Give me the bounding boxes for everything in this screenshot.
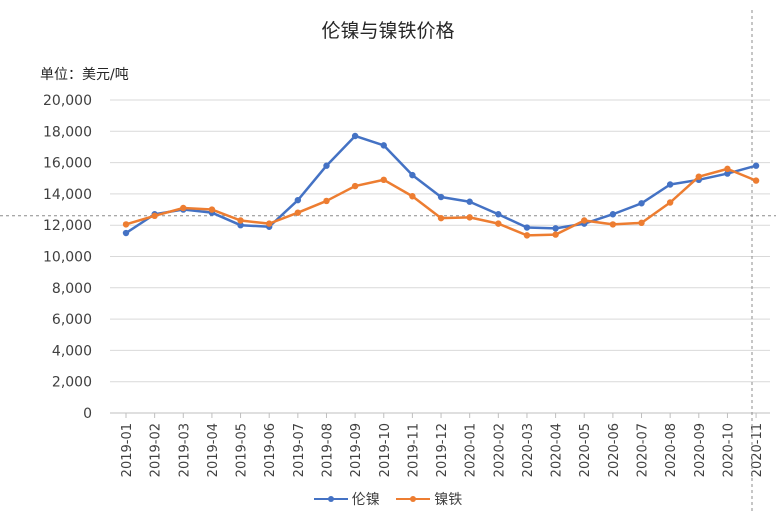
series-point-1 bbox=[638, 219, 645, 227]
x-tick-label: 2020-03 bbox=[521, 423, 536, 477]
series-point-0 bbox=[666, 181, 674, 188]
series-point-0 bbox=[437, 193, 445, 201]
series-point-1 bbox=[409, 193, 416, 200]
x-tick-label: 2020-08 bbox=[664, 423, 679, 477]
series-point-1 bbox=[151, 212, 158, 220]
x-tick-label: 2020-05 bbox=[578, 423, 593, 477]
y-tick-label: 8,000 bbox=[52, 281, 92, 297]
x-tick-label: 2020-09 bbox=[693, 423, 708, 477]
series-point-1 bbox=[180, 204, 187, 212]
x-tick-label: 2020-11 bbox=[750, 423, 765, 477]
series-point-1 bbox=[724, 165, 731, 173]
series-point-1 bbox=[237, 217, 244, 224]
series-point-0 bbox=[638, 200, 645, 207]
series-point-1 bbox=[122, 221, 130, 228]
series-point-1 bbox=[495, 220, 502, 227]
series-point-1 bbox=[666, 199, 674, 206]
series-point-1 bbox=[323, 197, 330, 205]
x-tick-label: 2020-01 bbox=[464, 423, 479, 477]
series-point-1 bbox=[208, 206, 216, 213]
series-point-1 bbox=[351, 182, 359, 190]
x-tick-label: 2020-10 bbox=[721, 423, 736, 477]
x-tick-label: 2019-06 bbox=[263, 423, 278, 477]
series-point-1 bbox=[752, 177, 760, 184]
series-point-0 bbox=[237, 222, 244, 229]
series-point-0 bbox=[523, 224, 531, 231]
legend-item-nietie: 镍铁 bbox=[396, 489, 462, 509]
series-point-0 bbox=[380, 142, 387, 149]
legend-label-lunni: 伦镍 bbox=[351, 492, 380, 508]
series-point-0 bbox=[409, 171, 416, 179]
x-tick-label: 2020-04 bbox=[550, 423, 565, 477]
series-point-0 bbox=[122, 229, 130, 237]
x-tick-label: 2020-06 bbox=[607, 423, 622, 477]
y-tick-label: 6,000 bbox=[52, 312, 92, 328]
y-tick-label: 10,000 bbox=[43, 250, 92, 266]
chart-title: 伦镍与镍铁价格 bbox=[321, 20, 455, 42]
x-tick-label: 2019-07 bbox=[292, 423, 307, 477]
legend-item-lunni: 伦镍 bbox=[313, 489, 380, 509]
series-point-1 bbox=[466, 214, 473, 221]
y-tick-label: 14,000 bbox=[43, 187, 92, 203]
y-tick-label: 2,000 bbox=[52, 375, 92, 391]
x-tick-label: 2019-10 bbox=[378, 423, 393, 477]
x-tick-label: 2019-01 bbox=[120, 423, 135, 477]
y-tick-label: 16,000 bbox=[43, 156, 92, 172]
legend-label-nietie: 镍铁 bbox=[434, 492, 463, 508]
x-tick-label: 2020-07 bbox=[636, 423, 651, 477]
series-point-1 bbox=[609, 221, 617, 228]
x-tick-label: 2019-05 bbox=[235, 423, 250, 477]
series-point-1 bbox=[437, 214, 445, 222]
series-point-0 bbox=[351, 132, 359, 140]
legend: 伦镍 镍铁 bbox=[0, 488, 776, 509]
legend-swatch-nietie bbox=[396, 496, 431, 502]
x-tick-label: 2019-02 bbox=[149, 423, 164, 477]
y-tick-label: 0 bbox=[83, 406, 92, 422]
x-tick-label: 2019-11 bbox=[406, 423, 421, 477]
x-tick-label: 2019-04 bbox=[206, 423, 221, 477]
x-tick-label: 2019-09 bbox=[349, 423, 364, 477]
x-tick-label: 2019-12 bbox=[435, 423, 450, 477]
series-point-1 bbox=[695, 173, 702, 180]
series-point-0 bbox=[466, 198, 473, 205]
series-point-1 bbox=[581, 217, 588, 224]
series-point-0 bbox=[495, 211, 502, 218]
series-point-1 bbox=[266, 220, 273, 227]
series-point-1 bbox=[380, 176, 387, 184]
series-point-0 bbox=[323, 162, 330, 169]
y-tick-label: 12,000 bbox=[43, 218, 92, 234]
series-point-0 bbox=[294, 196, 302, 204]
y-tick-label: 18,000 bbox=[43, 124, 92, 140]
y-tick-label: 20,000 bbox=[43, 93, 92, 109]
series-point-1 bbox=[294, 209, 302, 216]
series-point-0 bbox=[724, 170, 731, 177]
unit-label: 单位：美元/吨 bbox=[40, 67, 129, 83]
legend-swatch-lunni bbox=[313, 496, 348, 502]
x-tick-label: 2019-08 bbox=[320, 423, 335, 477]
series-point-0 bbox=[552, 225, 559, 232]
series-point-0 bbox=[752, 162, 760, 169]
series-point-1 bbox=[523, 232, 531, 239]
y-tick-label: 4,000 bbox=[52, 343, 92, 359]
x-tick-label: 2020-02 bbox=[492, 423, 507, 477]
series-point-1 bbox=[552, 231, 559, 238]
series-point-0 bbox=[609, 211, 617, 218]
x-tick-label: 2019-03 bbox=[177, 423, 192, 477]
